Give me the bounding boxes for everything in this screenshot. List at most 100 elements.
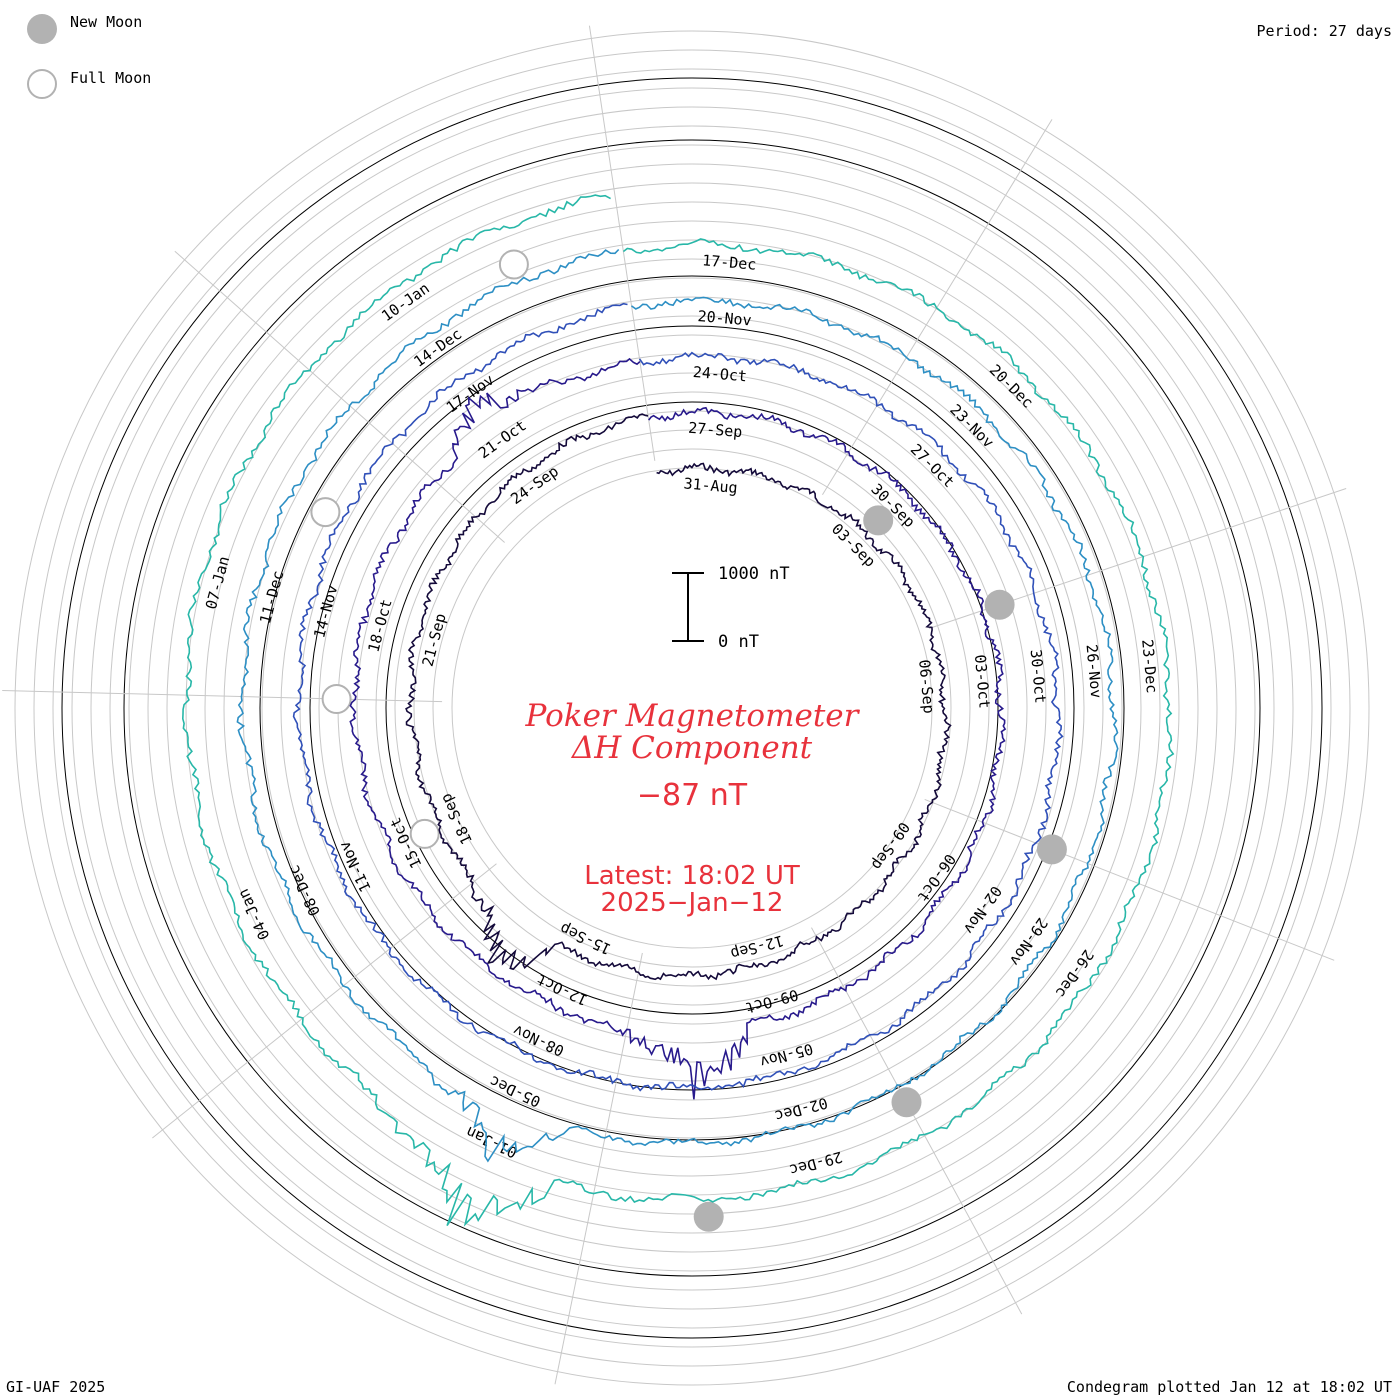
grid-ring — [166, 182, 1218, 1234]
new-moon-marker — [891, 1087, 922, 1118]
date-tick-label: 26-Nov — [1082, 644, 1105, 700]
date-tick-label: 31-Aug — [683, 474, 739, 496]
date-tick-label: 17-Dec — [702, 251, 758, 273]
date-tick-label: 06-Oct — [914, 850, 960, 905]
grid-ring — [261, 277, 1123, 1139]
date-tick-label: 20-Dec — [986, 361, 1037, 412]
reference-ring — [61, 77, 1323, 1339]
grid-ring — [299, 315, 1085, 1101]
full-moon-marker — [498, 249, 529, 280]
date-tick-label: 14-Nov — [310, 583, 341, 640]
date-tick-label: 15-Sep — [557, 919, 614, 958]
legend-new-moon-label: New Moon — [70, 13, 143, 31]
new-moon-marker — [984, 589, 1015, 620]
grid-ring — [147, 163, 1237, 1253]
latest-date: 2025−Jan−12 — [601, 888, 784, 918]
grid-ring — [242, 258, 1142, 1158]
plotted-timestamp: Condegram plotted Jan 12 at 18:02 UT — [1066, 1378, 1392, 1396]
date-tick-label: 05-Dec — [487, 1072, 544, 1111]
center-info: Poker Magnetometer ΔH Component −87 nT L… — [525, 698, 861, 918]
date-tick-label: 11-Nov — [335, 838, 374, 895]
period-label: Period: 27 days — [1256, 22, 1392, 40]
grid-ring — [33, 49, 1351, 1367]
date-tick-label: 27-Sep — [688, 419, 744, 441]
series-line-1 — [405, 413, 952, 981]
reference-ring — [309, 325, 1075, 1091]
grid-ring — [14, 30, 1370, 1386]
date-spoke — [588, 25, 656, 461]
date-spoke — [2, 690, 443, 703]
magnetometer-trace — [181, 194, 1175, 1227]
date-tick-label: 09-Sep — [868, 819, 914, 874]
grid-ring — [375, 391, 1009, 1025]
grid-ring — [71, 87, 1313, 1329]
series-line-5 — [181, 194, 1175, 1227]
full-moon-marker — [409, 818, 440, 849]
date-tick-label: 30-Oct — [1027, 649, 1050, 705]
grid-ring — [52, 68, 1332, 1348]
credit-label: GI-UAF 2025 — [6, 1378, 106, 1396]
full-moon-icon — [27, 69, 57, 99]
date-tick-label: 24-Oct — [692, 363, 748, 385]
grid-ring — [394, 410, 990, 1006]
date-tick-label: 02-Nov — [960, 882, 1006, 937]
new-moon-marker — [1036, 834, 1067, 865]
grid-ring — [432, 448, 952, 968]
scale-bar-bottom-label: 0 nT — [718, 632, 759, 652]
new-moon-icon — [27, 14, 57, 44]
full-moon-marker — [310, 497, 341, 528]
grid-ring — [204, 220, 1180, 1196]
date-spoke — [924, 798, 1335, 961]
date-spoke — [554, 952, 643, 1385]
scale-bar-top-label: 1000 nT — [718, 564, 790, 584]
full-moon-marker — [321, 684, 352, 714]
date-tick-label: 23-Nov — [946, 401, 997, 452]
date-tick-label: 06-Sep — [915, 659, 938, 715]
grid-ring — [185, 201, 1199, 1215]
grid-ring — [280, 296, 1104, 1120]
date-tick-label: 05-Nov — [758, 1040, 815, 1072]
grid-ring — [90, 106, 1294, 1310]
grid-ring — [223, 239, 1161, 1177]
legend-full-moon-label: Full Moon — [70, 69, 152, 87]
date-tick-label: 23-Dec — [1138, 638, 1161, 694]
reference-ring — [123, 139, 1261, 1277]
date-tick-label: 29-Nov — [1006, 914, 1052, 969]
date-tick-label: 26-Dec — [1052, 946, 1098, 1001]
date-tick-label: 17-Nov — [443, 371, 498, 417]
grid-ring — [109, 125, 1275, 1291]
date-spoke — [822, 119, 1053, 495]
date-tick-label: 11-Dec — [256, 569, 287, 626]
new-moon-marker — [693, 1201, 724, 1232]
date-tick-label: 04-Jan — [234, 886, 273, 943]
date-tick-label: 07-Jan — [202, 554, 233, 611]
moon-phase-markers — [310, 249, 1067, 1232]
grid-ring — [128, 144, 1256, 1272]
scale-bar: 1000 nT 0 nT — [672, 564, 790, 652]
date-tick-label: 29-Dec — [787, 1148, 844, 1180]
grid-ring — [413, 429, 971, 987]
date-spoke — [152, 863, 497, 1139]
date-tick-label: 20-Nov — [697, 307, 753, 329]
date-spoke — [174, 250, 505, 543]
date-tick-label: 03-Oct — [971, 654, 994, 710]
new-moon-marker — [863, 505, 894, 536]
series-line-3 — [292, 302, 1064, 1092]
chart-title-line2: ΔH Component — [571, 730, 813, 766]
date-tick-label: 10-Jan — [378, 279, 433, 325]
series-line-4 — [236, 248, 1119, 1163]
date-tick-label: 21-Sep — [419, 611, 450, 668]
date-spoke — [811, 927, 1023, 1315]
date-tick-label: 09-Oct — [743, 986, 800, 1018]
series-line-2 — [349, 357, 1007, 1100]
latest-time: Latest: 18:02 UT — [584, 861, 800, 891]
date-tick-label: 08-Dec — [285, 862, 324, 919]
chart-title-line1: Poker Magnetometer — [525, 698, 861, 734]
grid-ring — [356, 372, 1028, 1044]
grid-rings — [14, 30, 1370, 1386]
reference-ring — [385, 401, 999, 1015]
current-value: −87 nT — [637, 778, 748, 813]
date-tick-label: 12-Oct — [534, 970, 591, 1009]
